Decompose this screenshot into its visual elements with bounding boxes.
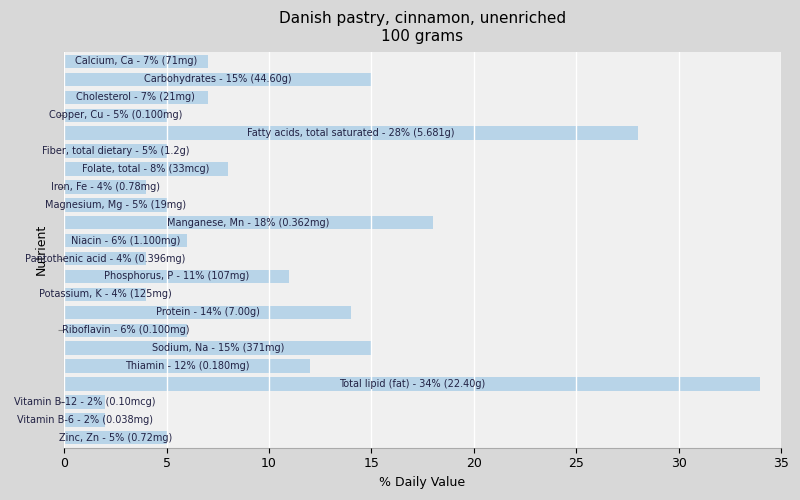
Text: Fatty acids, total saturated - 28% (5.681g): Fatty acids, total saturated - 28% (5.68…: [247, 128, 454, 138]
Text: Sodium, Na - 15% (371mg): Sodium, Na - 15% (371mg): [151, 343, 284, 353]
Bar: [64, 180, 146, 194]
Bar: [64, 216, 433, 230]
Bar: [64, 90, 207, 104]
Bar: [64, 413, 105, 426]
Bar: [64, 306, 351, 319]
Bar: [64, 234, 187, 247]
Text: Total lipid (fat) - 34% (22.40g): Total lipid (fat) - 34% (22.40g): [339, 379, 486, 389]
Bar: [64, 360, 310, 373]
Text: Zinc, Zn - 5% (0.72mg): Zinc, Zn - 5% (0.72mg): [58, 433, 172, 443]
Bar: [64, 288, 146, 301]
Text: Vitamin B-6 - 2% (0.038mg): Vitamin B-6 - 2% (0.038mg): [17, 415, 153, 425]
Y-axis label: Nutrient: Nutrient: [35, 224, 48, 275]
Bar: [64, 270, 290, 283]
Text: Niacin - 6% (1.100mg): Niacin - 6% (1.100mg): [71, 236, 180, 246]
Bar: [64, 55, 207, 68]
Text: Iron, Fe - 4% (0.78mg): Iron, Fe - 4% (0.78mg): [50, 182, 160, 192]
Text: Cholesterol - 7% (21mg): Cholesterol - 7% (21mg): [76, 92, 195, 102]
Text: Pantothenic acid - 4% (0.396mg): Pantothenic acid - 4% (0.396mg): [25, 254, 186, 264]
Bar: [64, 252, 146, 266]
Text: Vitamin B-12 - 2% (0.10mcg): Vitamin B-12 - 2% (0.10mcg): [14, 397, 155, 407]
Title: Danish pastry, cinnamon, unenriched
100 grams: Danish pastry, cinnamon, unenriched 100 …: [279, 11, 566, 44]
Bar: [64, 144, 166, 158]
X-axis label: % Daily Value: % Daily Value: [379, 476, 466, 489]
Text: Phosphorus, P - 11% (107mg): Phosphorus, P - 11% (107mg): [104, 272, 250, 281]
Bar: [64, 431, 166, 444]
Text: Potassium, K - 4% (125mg): Potassium, K - 4% (125mg): [38, 290, 171, 300]
Bar: [64, 324, 187, 337]
Text: Thiamin - 12% (0.180mg): Thiamin - 12% (0.180mg): [125, 361, 250, 371]
Bar: [64, 395, 105, 408]
Text: Copper, Cu - 5% (0.100mg): Copper, Cu - 5% (0.100mg): [49, 110, 182, 120]
Text: Fiber, total dietary - 5% (1.2g): Fiber, total dietary - 5% (1.2g): [42, 146, 189, 156]
Bar: [64, 198, 166, 211]
Bar: [64, 126, 638, 140]
Bar: [64, 108, 166, 122]
Text: Riboflavin - 6% (0.100mg): Riboflavin - 6% (0.100mg): [62, 325, 190, 335]
Text: Magnesium, Mg - 5% (19mg): Magnesium, Mg - 5% (19mg): [45, 200, 186, 210]
Text: Manganese, Mn - 18% (0.362mg): Manganese, Mn - 18% (0.362mg): [167, 218, 330, 228]
Bar: [64, 378, 761, 390]
Bar: [64, 162, 228, 175]
Text: Folate, total - 8% (33mcg): Folate, total - 8% (33mcg): [82, 164, 210, 174]
Text: Carbohydrates - 15% (44.60g): Carbohydrates - 15% (44.60g): [144, 74, 291, 85]
Text: Calcium, Ca - 7% (71mg): Calcium, Ca - 7% (71mg): [74, 56, 197, 66]
Bar: [64, 72, 371, 86]
Text: Protein - 14% (7.00g): Protein - 14% (7.00g): [155, 308, 259, 318]
Bar: [64, 342, 371, 355]
